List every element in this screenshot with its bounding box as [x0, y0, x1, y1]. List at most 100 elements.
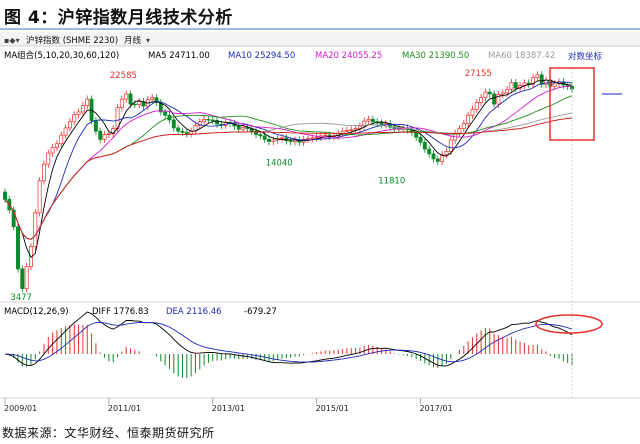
candlestick-series [3, 71, 574, 293]
candle-body [509, 82, 514, 90]
annotation-label: 14040 [266, 158, 293, 168]
candle-body [474, 102, 479, 110]
candle-body [254, 130, 258, 135]
candle-body [98, 130, 103, 140]
candle-body [492, 93, 497, 105]
candle-body [93, 120, 98, 132]
annotation-label: 27155 [465, 69, 492, 79]
candle-body [202, 118, 207, 123]
candle-body [128, 93, 133, 105]
candle-body [124, 93, 129, 100]
candle-body [362, 120, 367, 127]
macd-value-legend: -679.27 [244, 307, 277, 317]
candle-body [418, 136, 423, 143]
period-label[interactable]: 月线 [124, 35, 142, 46]
ma10-line [4, 81, 573, 240]
candle-body [63, 127, 68, 136]
x-tick-label: 2009/01 [4, 404, 37, 413]
annotation-label: 11810 [378, 176, 405, 186]
candle-body [414, 132, 419, 138]
candle-body [210, 119, 215, 122]
ma5-legend: MA5 24711.00 [148, 51, 210, 61]
candle-body [236, 125, 241, 130]
candle-body [349, 129, 354, 131]
candle-body [539, 74, 544, 85]
x-axis: 2009/01 2011/01 2013/01 2015/01 2017/01 [4, 68, 573, 413]
diff-line [4, 311, 573, 367]
toolbar-grip-icon: ▪◆▾ [4, 36, 20, 45]
annotation-label: 22585 [110, 71, 137, 81]
ma60-legend: MA60 18387.42 [488, 51, 555, 61]
candle-body [271, 139, 276, 142]
candle-body [370, 118, 375, 123]
candle-body [448, 139, 453, 152]
candle-body [340, 130, 345, 134]
candle-body [67, 121, 72, 129]
candle-body [137, 101, 142, 105]
candle-body [184, 132, 189, 135]
candle-body [422, 141, 427, 150]
candle-body [54, 143, 59, 148]
candle-body [37, 180, 42, 214]
candle-body [310, 137, 315, 140]
candle-body [50, 147, 55, 154]
candle-body [33, 212, 38, 248]
candle-body [258, 134, 263, 137]
candle-body [163, 111, 168, 116]
candle-body [176, 127, 181, 132]
candle-body [457, 128, 462, 134]
candle-body [280, 137, 284, 140]
ma10-legend: MA10 25294.50 [228, 51, 295, 61]
candle-body [150, 97, 155, 100]
candle-body [158, 102, 163, 113]
candle-body [85, 98, 90, 106]
candle-body [119, 98, 124, 109]
candle-body [323, 134, 328, 137]
candle-body [470, 108, 475, 116]
candle-body [215, 120, 220, 125]
candle-body [24, 266, 29, 289]
chart-panel: ▪◆▾ 沪锌指数 (SHME 2230) 月线 ▾ MA组合(5,10,20,3… [0, 32, 640, 413]
ma20-line [4, 85, 573, 240]
candle-body [535, 74, 540, 78]
symbol-label[interactable]: 沪锌指数 (SHME 2230) [26, 35, 118, 46]
candle-body [487, 91, 492, 95]
candle-body [154, 97, 159, 103]
candle-body [76, 111, 81, 116]
candle-body [267, 139, 271, 142]
candle-body [306, 138, 310, 140]
x-tick-label: 2013/01 [212, 404, 245, 413]
candle-body [46, 152, 51, 165]
candle-body [366, 118, 371, 122]
candle-body [42, 163, 46, 182]
period-dropdown-icon[interactable]: ▾ [146, 36, 150, 45]
candle-body [552, 83, 557, 87]
log-scale-label[interactable]: 对数坐标 [568, 51, 603, 62]
ma120-line [4, 117, 573, 240]
candle-body [500, 92, 505, 95]
highlight-box [549, 67, 595, 141]
candle-body [435, 158, 440, 162]
candle-body [357, 125, 362, 129]
macd-panel [4, 311, 573, 379]
dea-legend: DEA 2116.46 [166, 307, 222, 317]
candle-body [106, 133, 111, 135]
candle-body [466, 114, 471, 124]
ma-legend-name: MA组合(5,10,20,30,60,120) [4, 50, 119, 61]
candle-body [440, 154, 445, 162]
candle-body [11, 209, 16, 228]
candle-body [431, 153, 436, 160]
figure-title: 图 4：沪锌指数月线技术分析 [4, 8, 233, 28]
candle-body [59, 134, 64, 145]
candle-body [344, 130, 349, 132]
candle-body [427, 148, 432, 155]
candle-body [531, 77, 535, 85]
source-note: 数据来源：文华财经、恒泰期货研究所 [2, 426, 215, 440]
candle-body [513, 82, 518, 89]
ma30-legend: MA30 21390.50 [402, 51, 469, 61]
ma20-legend: MA20 24055.25 [315, 51, 382, 61]
candle-body [16, 226, 20, 270]
ma5-line [4, 79, 573, 259]
candle-body [241, 126, 246, 130]
x-tick-label: 2017/01 [420, 404, 453, 413]
